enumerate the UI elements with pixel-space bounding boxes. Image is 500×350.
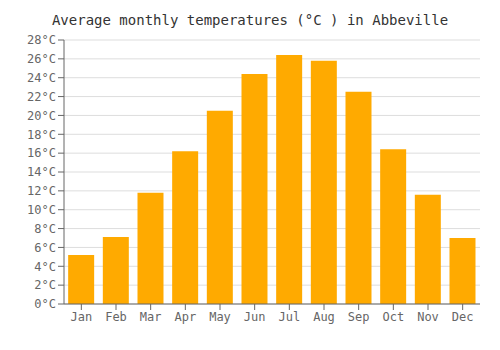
- svg-text:4°C: 4°C: [34, 260, 56, 274]
- svg-text:May: May: [209, 310, 231, 324]
- svg-text:26°C: 26°C: [27, 52, 56, 66]
- svg-text:Jul: Jul: [278, 310, 300, 324]
- svg-text:Nov: Nov: [417, 310, 439, 324]
- svg-text:10°C: 10°C: [27, 203, 56, 217]
- svg-text:24°C: 24°C: [27, 71, 56, 85]
- svg-text:18°C: 18°C: [27, 128, 56, 142]
- svg-text:14°C: 14°C: [27, 165, 56, 179]
- svg-text:28°C: 28°C: [27, 33, 56, 47]
- svg-text:Oct: Oct: [382, 310, 404, 324]
- svg-text:6°C: 6°C: [34, 241, 56, 255]
- svg-text:2°C: 2°C: [34, 278, 56, 292]
- svg-text:Sep: Sep: [348, 310, 370, 324]
- svg-text:16°C: 16°C: [27, 146, 56, 160]
- svg-text:22°C: 22°C: [27, 90, 56, 104]
- svg-text:Mar: Mar: [140, 310, 162, 324]
- svg-text:Dec: Dec: [452, 310, 474, 324]
- svg-text:12°C: 12°C: [27, 184, 56, 198]
- svg-text:Feb: Feb: [105, 310, 127, 324]
- svg-text:20°C: 20°C: [27, 109, 56, 123]
- svg-text:Aug: Aug: [313, 310, 335, 324]
- svg-text:Apr: Apr: [174, 310, 196, 324]
- svg-text:0°C: 0°C: [34, 297, 56, 311]
- svg-text:Jun: Jun: [244, 310, 266, 324]
- svg-text:Jan: Jan: [70, 310, 92, 324]
- html-text:Average monthly temperatures (: Average monthly temperatures (°C ) in Ab…: [51, 12, 449, 28]
- svg-text:8°C: 8°C: [34, 222, 56, 236]
